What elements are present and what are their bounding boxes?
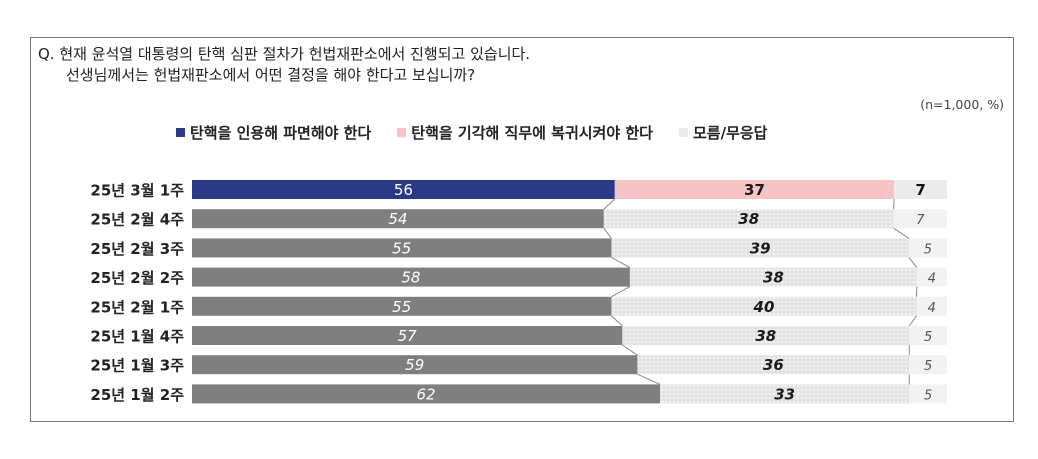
bar-dk <box>916 296 947 316</box>
bar-remove <box>192 180 615 199</box>
bar-restore <box>637 355 910 375</box>
value-label-dk: 5 <box>924 388 932 403</box>
category-label: 25년 3월 1주 <box>90 182 184 200</box>
value-label-restore: 37 <box>744 181 765 199</box>
value-label-restore: 36 <box>763 356 784 374</box>
bar-restore <box>614 180 895 199</box>
bar-remove <box>192 384 661 404</box>
bar-dk <box>916 267 947 287</box>
value-label-dk: 7 <box>916 213 925 228</box>
legend-swatch-dk <box>678 128 688 137</box>
value-label-restore: 38 <box>755 327 776 345</box>
category-label: 25년 1월 2주 <box>90 386 184 404</box>
legend-label-restore: 탄핵을 기각해 직무에 복귀시켜야 한다 <box>411 124 653 142</box>
value-label-restore: 38 <box>738 210 759 228</box>
value-label-remove: 55 <box>392 298 411 316</box>
value-label-remove: 55 <box>392 239 411 257</box>
value-label-restore: 38 <box>763 269 784 287</box>
bar-restore <box>629 267 917 287</box>
connector-line <box>611 286 631 298</box>
connector-line <box>603 198 616 210</box>
value-label-dk: 5 <box>924 242 932 257</box>
question-line-2: 선생님께서는 헌법재판소에서 어떤 결정을 해야 한다고 보십니까? <box>66 66 476 84</box>
bar-remove <box>192 238 612 258</box>
value-label-remove: 54 <box>388 210 407 228</box>
value-label-restore: 33 <box>774 385 795 403</box>
legend-item-dk: 모름/무응답 <box>678 122 768 143</box>
connector-line <box>622 344 638 356</box>
legend: 탄핵을 인용해 파면해야 한다 탄핵을 기각해 직무에 복귀시켜야 한다 모름/… <box>176 122 767 143</box>
value-label-dk: 4 <box>928 301 936 316</box>
bar-restore <box>660 384 910 404</box>
value-label-remove: 57 <box>398 327 418 345</box>
value-label-remove: 56 <box>394 181 413 199</box>
category-label: 25년 2월 2주 <box>90 269 184 287</box>
bar-restore <box>603 209 894 229</box>
bar-dk <box>909 384 947 404</box>
bar-remove <box>192 296 612 316</box>
bar-restore <box>611 238 909 258</box>
value-label-restore: 40 <box>753 298 775 316</box>
legend-swatch-remove <box>176 128 185 137</box>
bar-remove <box>192 355 638 375</box>
bar-dk <box>894 180 947 199</box>
bar-dk <box>893 209 947 229</box>
bar-remove <box>192 326 623 345</box>
bar-restore <box>611 296 917 316</box>
value-label-dk: 5 <box>924 330 932 345</box>
legend-label-remove: 탄핵을 인용해 파면해야 한다 <box>190 124 372 142</box>
legend-swatch-restore <box>397 128 407 137</box>
value-label-remove: 62 <box>417 385 436 403</box>
connector-line <box>611 315 623 327</box>
value-label-remove: 58 <box>401 269 420 287</box>
value-label-remove: 59 <box>405 356 424 374</box>
legend-item-restore: 탄핵을 기각해 직무에 복귀시켜야 한다 <box>397 122 653 143</box>
connector-line <box>893 198 895 210</box>
connector-line <box>908 315 917 327</box>
legend-item-remove: 탄핵을 인용해 파면해야 한다 <box>176 122 371 143</box>
connector-line <box>603 227 612 239</box>
value-label-dk: 7 <box>915 181 925 199</box>
connector-line <box>637 373 661 385</box>
bar-dk <box>909 355 947 375</box>
connector-line <box>611 256 631 269</box>
connector-line <box>908 257 918 268</box>
bar-dk <box>908 238 947 258</box>
category-label: 25년 2월 4주 <box>90 211 184 229</box>
question-line-1: Q. 현재 윤석열 대통령의 탄핵 심판 절차가 헌법재판소에서 진행되고 있습… <box>38 45 531 63</box>
category-label: 25년 2월 1주 <box>90 298 184 316</box>
bar-remove <box>192 209 604 229</box>
sample-note: (n=1,000, %) <box>920 97 1004 112</box>
value-label-dk: 5 <box>924 359 932 374</box>
bar-remove <box>192 267 630 287</box>
connector-line <box>893 227 910 239</box>
value-label-restore: 39 <box>750 239 771 257</box>
category-label: 25년 1월 3주 <box>90 357 184 375</box>
legend-label-dk: 모름/무응답 <box>692 124 768 142</box>
category-label: 25년 2월 3주 <box>90 240 184 258</box>
category-label: 25년 1월 4주 <box>90 328 184 346</box>
bar-restore <box>622 326 910 345</box>
chart-frame <box>30 37 1014 422</box>
value-label-dk: 4 <box>928 272 936 287</box>
bar-dk <box>909 326 947 345</box>
